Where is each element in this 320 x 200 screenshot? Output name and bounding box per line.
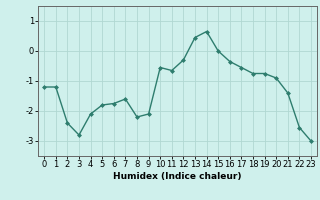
- X-axis label: Humidex (Indice chaleur): Humidex (Indice chaleur): [113, 172, 242, 181]
